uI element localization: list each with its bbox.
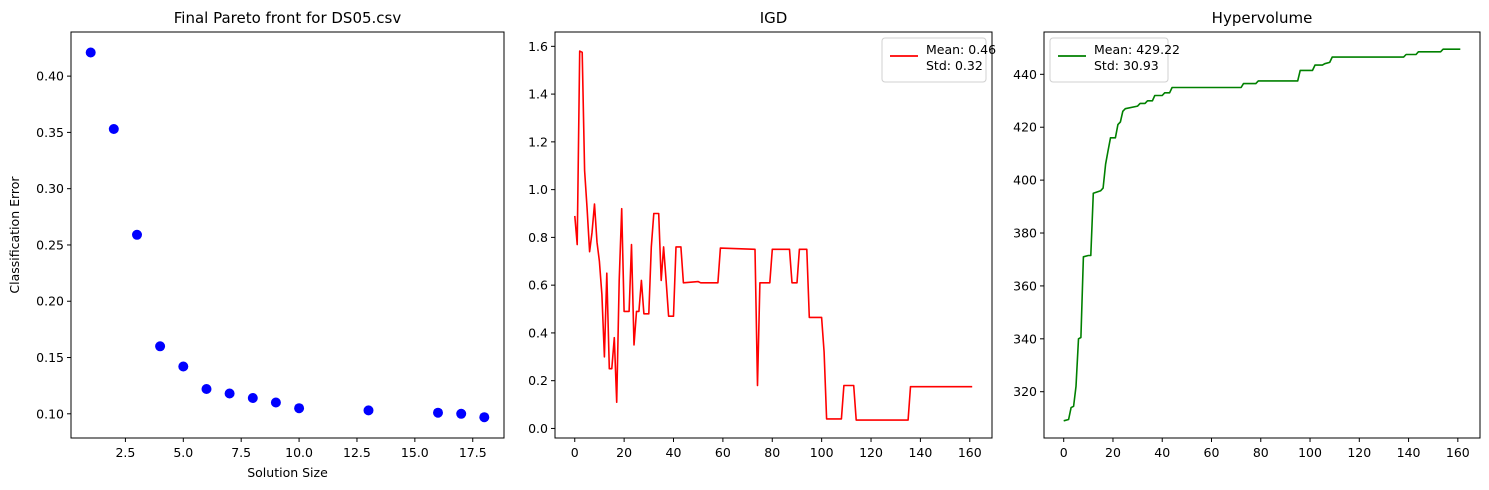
y-tick-label: 1.0 bbox=[528, 182, 548, 197]
scatter-point bbox=[294, 403, 305, 414]
scatter-point bbox=[178, 361, 189, 372]
y-tick-label: 0.40 bbox=[36, 69, 64, 84]
y-tick-label: 340 bbox=[1013, 331, 1037, 346]
chart-panel-1: 2.5 5.0 7.5 10.0 12.5 15.0 17.5 0.10 0.15 0.20 0.2… bbox=[7, 9, 505, 480]
x-tick-label: 20 bbox=[616, 445, 632, 460]
x-tick-label: 100 bbox=[810, 445, 834, 460]
y-tick-label: 320 bbox=[1013, 384, 1037, 399]
y-tick-label: 0.20 bbox=[36, 294, 64, 309]
scatter-point bbox=[201, 384, 212, 394]
x-tick-label: 160 bbox=[1446, 445, 1470, 460]
y-tick-label: 0.10 bbox=[36, 406, 64, 421]
scatter-point bbox=[224, 388, 235, 399]
y-tick-label: 0.0 bbox=[528, 421, 548, 436]
x-tick-label: 140 bbox=[1397, 445, 1421, 460]
x-tick-label: 17.5 bbox=[459, 445, 487, 460]
x-tick-label: 7.5 bbox=[231, 445, 251, 460]
x-tick-label: 5.0 bbox=[173, 445, 193, 460]
scatter-point bbox=[363, 405, 374, 416]
y-tick-label: 0.8 bbox=[528, 230, 548, 245]
x-tick-label: 40 bbox=[666, 445, 682, 460]
scatter-point bbox=[247, 393, 258, 403]
y-tick-label: 0.4 bbox=[528, 325, 548, 340]
x-tick-label: 80 bbox=[1253, 445, 1269, 460]
x-tick-label: 80 bbox=[764, 445, 780, 460]
y-axis-label: Classification Error bbox=[7, 176, 22, 294]
legend-entry-line: Mean: 0.46 bbox=[926, 42, 996, 57]
y-tick-label: 1.4 bbox=[528, 87, 548, 102]
y-tick-label: 440 bbox=[1013, 67, 1037, 82]
series-line bbox=[1063, 48, 1461, 422]
x-tick-label: 120 bbox=[859, 445, 883, 460]
y-tick-label: 0.2 bbox=[528, 373, 548, 388]
x-tick-label: 160 bbox=[958, 445, 982, 460]
y-tick-label: 420 bbox=[1013, 120, 1037, 135]
scatter-point bbox=[108, 124, 119, 134]
series-line bbox=[574, 50, 973, 421]
plot-frame bbox=[70, 31, 505, 439]
legend-box bbox=[1049, 37, 1169, 83]
scatter-point bbox=[155, 341, 166, 352]
plot-frame bbox=[1043, 31, 1481, 439]
y-tick-label: 0.15 bbox=[36, 350, 64, 365]
x-tick-label: 0 bbox=[571, 445, 579, 460]
scatter-point bbox=[456, 408, 467, 419]
legend-box bbox=[881, 37, 987, 83]
y-tick-label: 1.2 bbox=[528, 134, 548, 149]
x-tick-label: 10.0 bbox=[285, 445, 313, 460]
x-tick-label: 120 bbox=[1347, 445, 1371, 460]
y-tick-label: 0.30 bbox=[36, 181, 64, 196]
y-tick-label: 360 bbox=[1013, 278, 1037, 293]
y-tick-label: 380 bbox=[1013, 226, 1037, 241]
x-tick-label: 40 bbox=[1154, 445, 1170, 460]
x-tick-label: 2.5 bbox=[115, 445, 135, 460]
chart-title: IGD bbox=[760, 9, 788, 27]
x-tick-label: 20 bbox=[1105, 445, 1121, 460]
y-tick-label: 0.25 bbox=[36, 237, 64, 252]
plot-frame bbox=[554, 31, 993, 439]
scatter-point bbox=[270, 397, 281, 408]
scatter-point bbox=[433, 407, 443, 418]
x-tick-label: 15.0 bbox=[401, 445, 429, 460]
y-tick-label: 400 bbox=[1013, 173, 1037, 188]
chart-title: Final Pareto front for DS05.csv bbox=[174, 9, 402, 27]
chart-panel-3: 0 20 40 60 80 100 120 140 160 320 340 360 380 400 420 4… bbox=[1013, 9, 1481, 460]
x-tick-label: 12.5 bbox=[343, 445, 371, 460]
legend-entry-line: Mean: 429.22 bbox=[1094, 42, 1180, 57]
scatter-point bbox=[85, 47, 96, 58]
x-tick-label: 60 bbox=[1204, 445, 1220, 460]
legend-entry-line: Std: 0.32 bbox=[926, 58, 983, 73]
x-axis-label: Solution Size bbox=[247, 465, 328, 480]
x-tick-label: 140 bbox=[908, 445, 932, 460]
y-tick-label: 0.35 bbox=[36, 125, 64, 140]
x-tick-label: 0 bbox=[1060, 445, 1068, 460]
legend-entry-line: Std: 30.93 bbox=[1094, 58, 1159, 73]
y-tick-label: 1.6 bbox=[528, 39, 548, 54]
y-tick-label: 0.6 bbox=[528, 278, 548, 293]
chart-title: Hypervolume bbox=[1212, 9, 1313, 27]
x-tick-label: 60 bbox=[715, 445, 731, 460]
scatter-point bbox=[479, 412, 490, 423]
scatter-point bbox=[132, 229, 142, 240]
x-tick-label: 100 bbox=[1298, 445, 1322, 460]
chart-panel-2: 0 20 40 60 80 100 120 140 160 0.0 0.2 0.4 0.6 0.8 1.0 1… bbox=[528, 9, 996, 460]
